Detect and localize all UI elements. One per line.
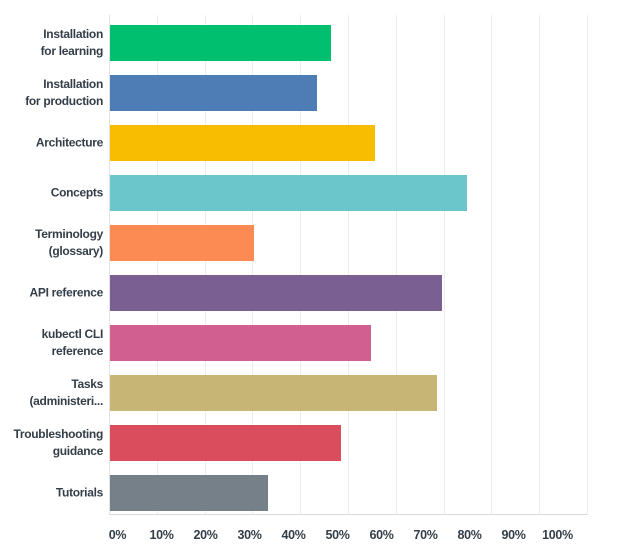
x-tick-label: 0% (108, 528, 127, 542)
bar (110, 75, 318, 111)
category-label: Terminology (glossary) (35, 226, 103, 260)
gridline (539, 15, 541, 514)
category-label-line: API reference (29, 285, 104, 300)
gridline (300, 15, 302, 514)
bar (110, 225, 255, 261)
category-label-line: for learning (40, 44, 104, 58)
bar (110, 325, 371, 361)
x-tick-label: 30% (237, 528, 262, 542)
category-label-line: (glossary) (48, 244, 104, 258)
category-label: Installation for learning (40, 26, 104, 60)
category-label-line: Installation (43, 27, 103, 41)
gridline (443, 15, 445, 514)
category-label-line: for production (25, 94, 103, 108)
x-tick-label: 70% (413, 528, 438, 542)
bar (110, 25, 332, 61)
gridline (587, 15, 588, 514)
y-axis-labels: Installation for learning Installation for … (0, 0, 104, 555)
category-label: Troubleshooting guidance (14, 426, 104, 460)
gridline (156, 15, 158, 514)
category-label: Installation for production (25, 76, 103, 110)
x-tick-label: 100% (542, 528, 573, 542)
x-tick-label: 90% (501, 528, 526, 542)
category-label-line: Tasks (71, 377, 103, 391)
category-label: Tutorials (56, 485, 103, 502)
x-tick-label: 50% (325, 528, 350, 542)
category-label-line: kubectl CLI (41, 327, 104, 341)
x-tick-label: 60% (369, 528, 394, 542)
x-tick-label: 80% (457, 528, 482, 542)
bar (110, 475, 268, 511)
category-label-line: guidance (52, 444, 104, 458)
x-tick-label: 10% (149, 528, 174, 542)
gridline (348, 15, 349, 514)
category-label: API reference (29, 285, 104, 302)
category-label-line: Installation (43, 77, 103, 91)
bar (110, 275, 443, 311)
category-label-line: Architecture (35, 135, 103, 150)
category-label-line: Tutorials (55, 485, 103, 500)
x-tick-label: 20% (193, 528, 218, 542)
gridline (395, 15, 397, 514)
gridline (252, 15, 254, 514)
bar (110, 125, 376, 161)
x-tick-label: 40% (281, 528, 306, 542)
x-axis-labels: 0% 10% 20% 30% 40% 50% 60% 70% 80% 90% 100% (0, 527, 627, 547)
category-label-line: reference (51, 344, 104, 358)
category-label-line: Concepts (50, 185, 104, 200)
category-label-line: (administeri... (29, 394, 103, 408)
bar (110, 375, 437, 411)
plot-area (109, 15, 588, 515)
category-label-line: Troubleshooting (13, 427, 104, 441)
bar (110, 425, 342, 461)
gridline (204, 15, 206, 514)
category-label: Concepts (50, 185, 104, 202)
category-label: kubectl CLI reference (41, 326, 104, 360)
gridline (491, 15, 493, 514)
category-label: Architecture (36, 135, 103, 152)
category-label-line: Terminology (35, 227, 103, 241)
category-label: Tasks (administeri... (29, 376, 103, 410)
bar (110, 175, 467, 211)
